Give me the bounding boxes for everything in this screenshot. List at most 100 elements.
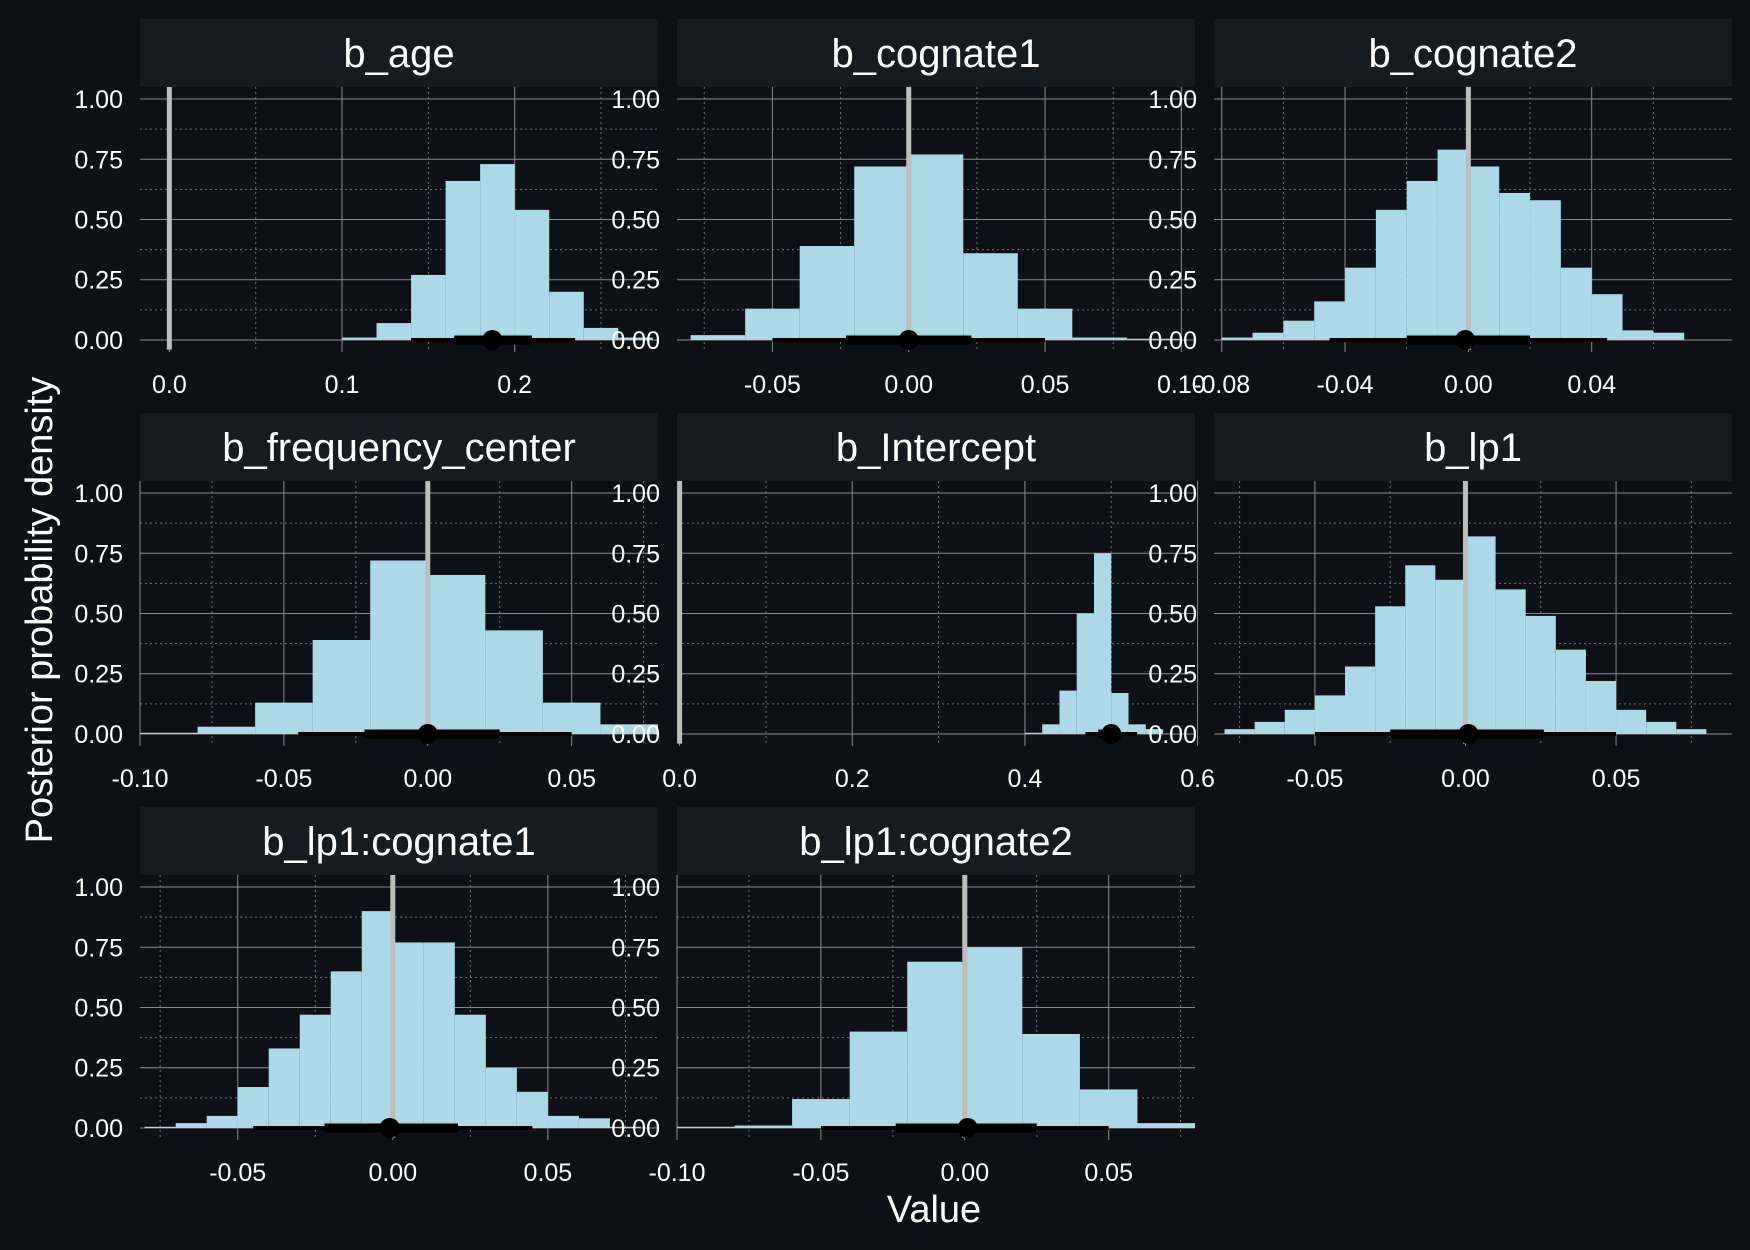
y-tick-label: 0.50: [611, 207, 660, 235]
histogram-bar: [1252, 332, 1284, 340]
y-tick-label: 1.00: [611, 874, 660, 902]
facet-b-lp1-cognate2: b_lp1:cognate2 0.00 0.25 0.50 0.75 1.00 -0.10 -…: [611, 807, 1195, 1187]
histogram-bar: [140, 732, 198, 734]
histogram-bar: [1093, 553, 1112, 734]
facet-b-cognate1: b_cognate1 0.00 0.25 0.50 0.75 1.00 -0.05 0.00 0…: [611, 19, 1206, 399]
histogram-bar: [578, 1118, 610, 1128]
histogram-bar: [1145, 729, 1164, 734]
histogram-bar: [854, 166, 909, 340]
y-tick-label: 0.00: [74, 721, 123, 749]
facet-b-lp1: b_lp1 0.00 0.25 0.50 0.75 1.00 -0.05 0.00 0.05: [1148, 413, 1732, 793]
histogram-bar: [1042, 724, 1060, 734]
y-tick-label: 0.25: [74, 1055, 123, 1083]
histogram-bar: [1653, 332, 1685, 340]
histogram-bar: [1676, 729, 1707, 734]
histogram-bar: [1465, 536, 1496, 734]
histogram-bars: [342, 164, 653, 340]
histogram-bar: [445, 180, 481, 340]
facet-b-cognate2: b_cognate2 0.00 0.25 0.50 0.75 1.00 -0.08 -0.04…: [1148, 19, 1732, 399]
y-tick-label: 0.00: [74, 1115, 123, 1143]
x-tick-label: -0.05: [209, 1159, 266, 1187]
histogram-bar: [542, 702, 601, 734]
x-tick-label: -0.05: [792, 1159, 849, 1187]
histogram-bars: [144, 911, 641, 1128]
x-tick-label: -0.10: [649, 1159, 706, 1187]
y-tick-label: 0.00: [1148, 721, 1197, 749]
y-tick-label: 0.50: [611, 995, 660, 1023]
histogram-bar: [1284, 709, 1315, 734]
histogram-bar: [1622, 330, 1654, 340]
x-tick-label: 0.0: [152, 371, 187, 399]
x-tick-label: -0.04: [1317, 371, 1374, 399]
histogram-bar: [1079, 1089, 1138, 1128]
histogram-bar: [1345, 267, 1376, 340]
x-tick-label: 0.0: [662, 765, 697, 793]
facet-title: b_age: [343, 32, 454, 76]
histogram-bar: [1560, 267, 1592, 340]
histogram-bar: [237, 1087, 269, 1128]
histogram-bars: [1024, 553, 1164, 734]
histogram-bar: [690, 335, 746, 340]
facet-title: b_Intercept: [836, 426, 1036, 470]
histogram-bar: [480, 164, 515, 340]
facet-strip: [677, 413, 1195, 481]
y-tick-label: 0.25: [611, 661, 660, 689]
histogram-bar: [1128, 724, 1146, 734]
histogram-bar: [964, 947, 1023, 1128]
histogram-bar: [1525, 615, 1556, 734]
y-tick-label: 0.75: [611, 146, 660, 174]
histogram-bar: [1283, 320, 1315, 340]
histogram-bar: [618, 337, 653, 340]
y-tick-label: 0.75: [611, 540, 660, 568]
posterior-point-estimate: [379, 1117, 400, 1138]
histogram-bar: [1059, 690, 1077, 734]
histogram-bar: [799, 246, 855, 340]
posterior-point-estimate: [1458, 723, 1479, 744]
histogram-bar: [1076, 613, 1094, 734]
y-tick-label: 1.00: [611, 480, 660, 508]
x-tick-label: 0.00: [368, 1159, 417, 1187]
x-tick-label: -0.05: [1286, 765, 1343, 793]
histogram-bar: [1468, 166, 1500, 340]
histogram-bars: [140, 560, 658, 734]
facet-strip: [140, 19, 658, 87]
y-tick-label: 0.00: [74, 327, 123, 355]
facet-panels: b_age 0.00 0.25 0.50 0.75 1.00 0.0 0.1 0.2 b_cogn…: [74, 19, 1732, 1187]
posterior-point-estimate: [898, 329, 919, 350]
y-tick-label: 0.75: [611, 934, 660, 962]
histogram-bar: [1137, 1123, 1195, 1128]
y-tick-label: 0.75: [1148, 540, 1197, 568]
histogram-bar: [197, 726, 256, 734]
x-tick-label: 0.05: [1592, 765, 1641, 793]
y-tick-label: 0.50: [611, 601, 660, 629]
y-tick-label: 0.00: [611, 721, 660, 749]
posterior-point-estimate: [417, 723, 438, 744]
x-tick-label: 0.6: [1180, 765, 1215, 793]
histogram-bar: [514, 209, 550, 340]
histogram-bar: [516, 1091, 548, 1128]
histogram-bar: [361, 911, 393, 1128]
histogram-bar: [908, 154, 964, 340]
y-tick-label: 0.25: [74, 661, 123, 689]
x-tick-label: 0.4: [1008, 765, 1043, 793]
posterior-point-estimate: [1455, 329, 1476, 350]
y-tick-label: 0.00: [1148, 327, 1197, 355]
facet-title: b_lp1:cognate2: [799, 820, 1073, 864]
y-tick-label: 0.75: [74, 934, 123, 962]
x-tick-label: -0.05: [744, 371, 801, 399]
histogram-bar: [411, 274, 446, 340]
histogram-bars: [690, 154, 1182, 340]
x-tick-label: 0.00: [940, 1159, 989, 1187]
x-tick-label: 0.1: [325, 371, 360, 399]
histogram-bar: [1646, 721, 1677, 734]
histogram-bar: [427, 574, 486, 734]
y-tick-label: 0.00: [611, 1115, 660, 1143]
facet-b-frequency-center: b_frequency_center 0.00 0.25 0.50 0.75 1.00 -0…: [74, 413, 658, 793]
histogram-bars: [1221, 149, 1685, 340]
x-tick-label: 0.00: [403, 765, 452, 793]
y-tick-label: 1.00: [1148, 480, 1197, 508]
y-tick-label: 1.00: [74, 480, 123, 508]
x-axis-title: Value: [887, 1189, 981, 1231]
x-tick-label: -0.08: [1193, 371, 1250, 399]
histogram-bar: [1017, 308, 1073, 340]
